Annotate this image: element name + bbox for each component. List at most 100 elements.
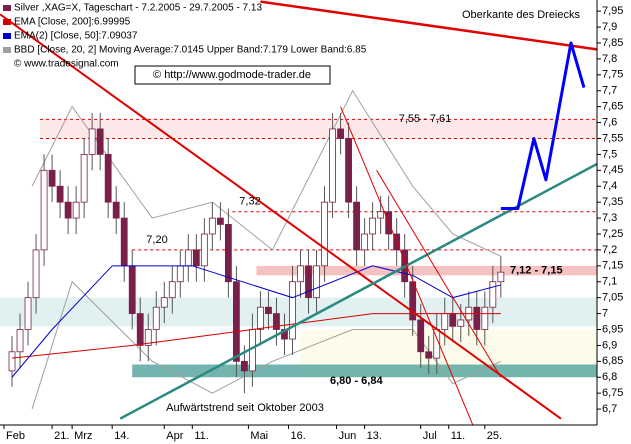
candle-body (56, 185, 64, 203)
candle-body (409, 281, 417, 321)
y-tick-label: 7,8 (602, 53, 617, 65)
x-tick-label: Mai (250, 430, 268, 442)
trendline (260, 0, 597, 51)
overlay: Silver ,XAG=X, Tageschart - 7.2.2005 - 2… (3, 3, 584, 414)
candle-body (369, 217, 377, 235)
candle-body (208, 217, 216, 235)
zone (256, 265, 597, 276)
candle-body (313, 265, 320, 299)
candle-body (40, 169, 48, 251)
y-tick-label: 6,7 (602, 403, 617, 415)
candle-body (257, 306, 264, 330)
candle-body (449, 313, 457, 327)
zone (40, 119, 597, 139)
annotation: Oberkante des Dreiecks (462, 9, 580, 21)
candle-body (88, 128, 96, 155)
candle-body (297, 265, 304, 283)
annotation-box (458, 6, 584, 24)
candle-body (273, 313, 280, 330)
candle-body (200, 233, 208, 267)
y-tick-label: 7,95 (602, 5, 623, 17)
candle-body (425, 351, 433, 359)
credit: © www.tradesignal.com (14, 59, 119, 70)
candle-body (48, 169, 56, 187)
candle-body (184, 249, 192, 267)
x-tick-label: Apr (166, 430, 183, 442)
legend-entry: EMA(2) [Close, 50]:7.09037 (14, 31, 138, 42)
candle-body (80, 154, 88, 203)
y-tick-label: 6,9 (602, 339, 617, 351)
series-line (11, 265, 501, 378)
candle-body (64, 201, 72, 219)
trendline (500, 41, 586, 211)
trendline (376, 170, 502, 378)
zone-label: 7,55 - 7,61 (399, 113, 452, 125)
legend-swatch (3, 47, 11, 53)
zone-label: 6,80 - 6,84 (330, 375, 383, 387)
candle-body (417, 319, 425, 353)
candle-body (152, 306, 160, 330)
candle-body (104, 154, 112, 203)
y-tick-label: 7,6 (602, 116, 617, 128)
x-tick-label: Feb (6, 430, 25, 442)
legend-swatch (3, 5, 11, 11)
candle-body (289, 281, 296, 340)
candle-body (337, 128, 344, 139)
candle-body (24, 297, 32, 330)
y-tick-label: 7,35 (602, 196, 623, 208)
y-tick-label: 7,1 (602, 276, 617, 288)
candle-body (168, 281, 176, 299)
x-tick-label: 21. (54, 430, 69, 442)
x-tick-label: 11. (194, 430, 208, 442)
y-tick-label: 6,75 (602, 387, 623, 399)
zone-label: 7,12 - 7,15 (510, 265, 563, 277)
level-label: 7,20 (146, 234, 167, 246)
candle-body (160, 297, 168, 308)
plot-area (0, 0, 597, 425)
candle-body (112, 201, 120, 219)
x-tick-label: 13. (367, 430, 382, 442)
legend-swatch (3, 33, 11, 39)
candle-body (441, 313, 449, 330)
y-tick-label: 7,75 (602, 69, 623, 81)
candle-body (8, 351, 16, 372)
candle-body (377, 211, 385, 219)
x-tick-label: 25. (487, 430, 502, 442)
x-tick-label: Jun (339, 430, 357, 442)
y-tick-label: 7,85 (602, 37, 623, 49)
x-tick-label: Jul (423, 430, 437, 442)
y-tick-label: 7,65 (602, 101, 623, 113)
candle-body (232, 281, 240, 362)
y-tick-label: 6,85 (602, 355, 623, 367)
level-label: 7,32 (239, 196, 260, 208)
candle-body (265, 306, 272, 314)
y-tick-label: 7,5 (602, 148, 617, 160)
candle-body (361, 233, 369, 251)
candle-body (96, 128, 104, 155)
chart-title: Silver ,XAG=X, Tageschart - 7.2.2005 - 2… (14, 3, 262, 14)
candle-body (16, 329, 24, 353)
x-tick-label: 16. (290, 430, 305, 442)
x-tick-label: Mrz (74, 430, 92, 442)
candle-body (321, 201, 328, 267)
y-tick-label: 7,15 (602, 260, 623, 272)
axes: 6,7 6,75 6,8 6,85 6,9 6,95 7 7,05 7,1 7,15 7,2 7,25… (3, 5, 623, 442)
y-tick-label: 7,55 (602, 132, 623, 144)
y-tick-label: 7,7 (602, 85, 617, 97)
y-tick-label: 7 (602, 307, 608, 319)
candle-body (457, 319, 465, 327)
candle-body (216, 217, 224, 225)
legend-entry: BBD [Close, 20, 2] Moving Average:7.0145… (14, 45, 367, 56)
candle-body (473, 306, 481, 330)
y-tick-label: 7,45 (602, 164, 623, 176)
candle-body (481, 306, 489, 330)
x-tick-label: 14. (114, 430, 129, 442)
candle-body (241, 360, 248, 372)
candle-body (353, 201, 360, 251)
y-tick-label: 7,4 (602, 180, 617, 192)
candle-body (497, 271, 505, 283)
candle-body (329, 128, 336, 203)
y-tick-label: 7,3 (602, 212, 617, 224)
y-tick-label: 7,05 (602, 292, 623, 304)
